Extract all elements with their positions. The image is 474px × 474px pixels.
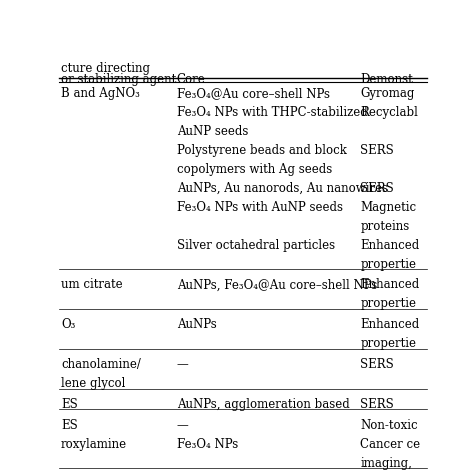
Text: B and AgNO₃: B and AgNO₃ — [61, 87, 140, 100]
Text: Fe₃O₄ NPs: Fe₃O₄ NPs — [177, 438, 238, 451]
Text: AuNPs, agglomeration based: AuNPs, agglomeration based — [177, 398, 349, 411]
Text: AuNPs: AuNPs — [177, 319, 217, 331]
Text: Enhanced: Enhanced — [360, 238, 419, 252]
Text: Enhanced: Enhanced — [360, 319, 419, 331]
Text: AuNP seeds: AuNP seeds — [177, 125, 248, 138]
Text: imaging,: imaging, — [360, 457, 412, 470]
Text: Core: Core — [177, 73, 206, 86]
Text: —: — — [177, 358, 189, 371]
Text: SERS: SERS — [360, 144, 394, 157]
Text: SERS: SERS — [360, 358, 394, 371]
Text: —: — — [177, 419, 189, 432]
Text: proteins: proteins — [360, 219, 410, 233]
Text: um citrate: um citrate — [61, 279, 123, 292]
Text: chanolamine/: chanolamine/ — [61, 358, 141, 371]
Text: Demonst: Demonst — [360, 73, 413, 86]
Text: ES: ES — [61, 419, 78, 432]
Text: Fe₃O₄ NPs with AuNP seeds: Fe₃O₄ NPs with AuNP seeds — [177, 201, 343, 214]
Text: roxylamine: roxylamine — [61, 438, 127, 451]
Text: SERS: SERS — [360, 182, 394, 195]
Text: propertie: propertie — [360, 258, 417, 271]
Text: lene glycol: lene glycol — [61, 377, 126, 390]
Text: propertie: propertie — [360, 298, 417, 310]
Text: cture directing: cture directing — [61, 63, 150, 75]
Text: ES: ES — [61, 398, 78, 411]
Text: copolymers with Ag seeds: copolymers with Ag seeds — [177, 163, 332, 176]
Text: Enhanced: Enhanced — [360, 279, 419, 292]
Text: O₃: O₃ — [61, 319, 75, 331]
Text: AuNPs, Au nanorods, Au nanowires: AuNPs, Au nanorods, Au nanowires — [177, 182, 388, 195]
Text: propertie: propertie — [360, 337, 417, 350]
Text: SERS: SERS — [360, 398, 394, 411]
Text: Polystyrene beads and block: Polystyrene beads and block — [177, 144, 346, 157]
Text: Gyromag: Gyromag — [360, 87, 415, 100]
Text: Silver octahedral particles: Silver octahedral particles — [177, 238, 335, 252]
Text: Fe₃O₄@Au core–shell NPs: Fe₃O₄@Au core–shell NPs — [177, 87, 330, 100]
Text: Cancer ce: Cancer ce — [360, 438, 420, 451]
Text: Non-toxic: Non-toxic — [360, 419, 418, 432]
Text: or stabilizing agent: or stabilizing agent — [61, 73, 176, 86]
Text: AuNPs, Fe₃O₄@Au core–shell NPs: AuNPs, Fe₃O₄@Au core–shell NPs — [177, 279, 377, 292]
Text: Fe₃O₄ NPs with THPC-stabilized: Fe₃O₄ NPs with THPC-stabilized — [177, 106, 367, 119]
Text: Magnetic: Magnetic — [360, 201, 417, 214]
Text: Recyclabl: Recyclabl — [360, 106, 419, 119]
